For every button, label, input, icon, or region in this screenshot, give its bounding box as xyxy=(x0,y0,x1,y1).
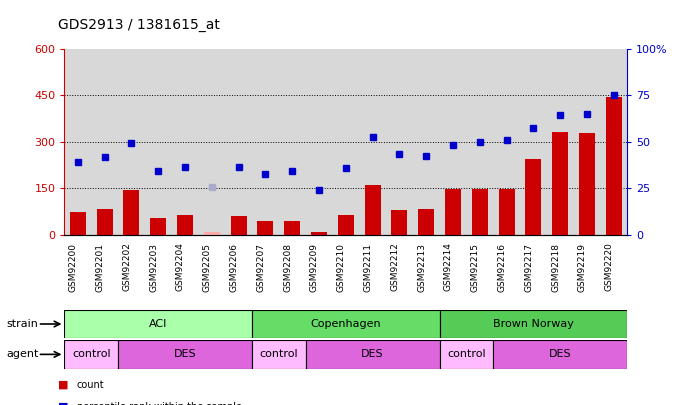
Bar xyxy=(64,310,252,338)
Text: count: count xyxy=(77,380,104,390)
Text: GDS2913 / 1381615_at: GDS2913 / 1381615_at xyxy=(58,18,220,32)
Text: DES: DES xyxy=(549,350,572,359)
Text: control: control xyxy=(260,350,298,359)
Text: control: control xyxy=(72,350,111,359)
Text: ■: ■ xyxy=(58,402,68,405)
Bar xyxy=(258,221,273,235)
Bar xyxy=(150,218,166,235)
Bar xyxy=(365,185,380,235)
Bar xyxy=(493,340,627,369)
Bar xyxy=(525,159,542,235)
Bar xyxy=(439,340,493,369)
Text: DES: DES xyxy=(174,350,197,359)
Text: control: control xyxy=(447,350,485,359)
Text: Copenhagen: Copenhagen xyxy=(311,319,381,329)
Bar xyxy=(70,211,86,235)
Text: strain: strain xyxy=(7,319,39,329)
Bar xyxy=(605,97,622,235)
Bar xyxy=(96,209,113,235)
Text: DES: DES xyxy=(361,350,384,359)
Bar xyxy=(177,215,193,235)
Bar xyxy=(231,216,247,235)
Bar xyxy=(252,310,439,338)
Bar xyxy=(64,340,118,369)
Bar xyxy=(418,209,434,235)
Text: ACI: ACI xyxy=(149,319,167,329)
Text: percentile rank within the sample: percentile rank within the sample xyxy=(77,402,241,405)
Text: ■: ■ xyxy=(58,380,68,390)
Text: agent: agent xyxy=(7,350,39,359)
Bar xyxy=(204,232,220,235)
Text: Brown Norway: Brown Norway xyxy=(493,319,574,329)
Bar xyxy=(472,189,487,235)
Bar xyxy=(311,232,327,235)
Bar xyxy=(439,310,627,338)
Bar xyxy=(252,340,306,369)
Bar xyxy=(284,221,300,235)
Bar xyxy=(445,189,461,235)
Bar xyxy=(579,133,595,235)
Bar xyxy=(498,189,515,235)
Bar xyxy=(123,190,140,235)
Bar xyxy=(118,340,252,369)
Bar xyxy=(306,340,439,369)
Bar xyxy=(391,210,407,235)
Bar xyxy=(338,215,354,235)
Bar xyxy=(552,132,568,235)
